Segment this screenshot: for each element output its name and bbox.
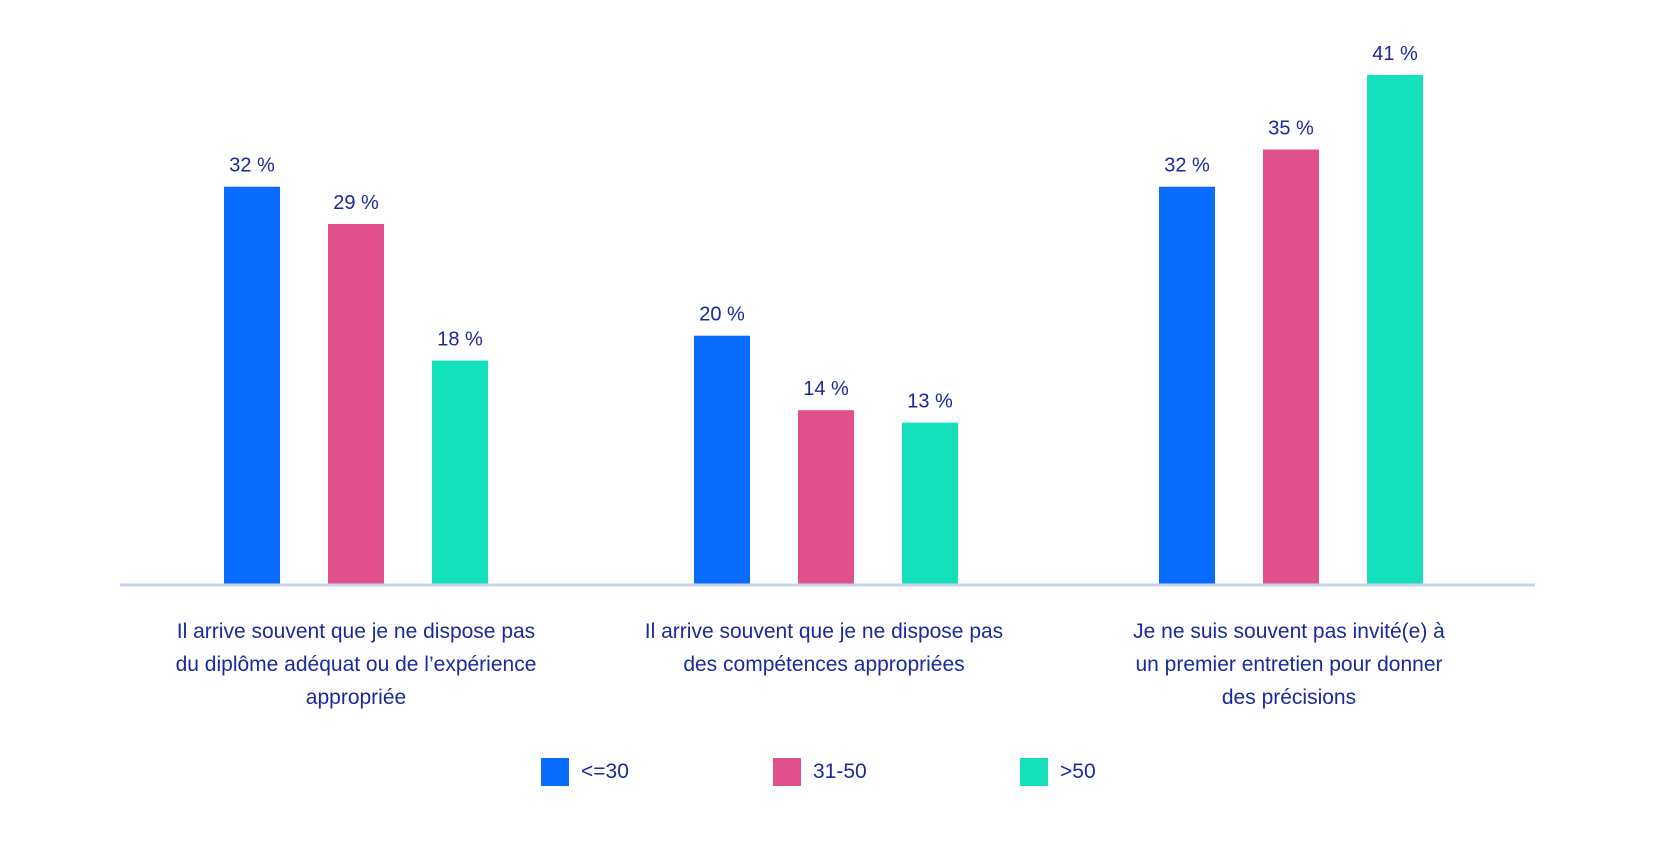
bar-31-50-category-3 (1263, 149, 1319, 585)
category-label-1-line-1: Il arrive souvent que je ne dispose pas (176, 620, 536, 643)
category-label-2-line-1: Il arrive souvent que je ne dispose pas (644, 620, 1004, 643)
bar-under-30-category-1 (224, 186, 280, 585)
bar-over-50-category-2 (902, 422, 958, 584)
bar-over-50-category-3 (1367, 75, 1423, 584)
category-label-3: Je ne suis souvent pas invité(e) à un pr… (1069, 615, 1509, 714)
legend-item-under-30: <=30 (541, 758, 629, 786)
category-label-2-line-2: des compétences appropriées (683, 653, 965, 676)
legend-label-under-30: <=30 (581, 760, 629, 783)
legend: <=30 31-50 >50 (0, 758, 1654, 788)
bar-31-50-category-1 (328, 223, 384, 584)
category-label-1: Il arrive souvent que je ne dispose pas … (136, 615, 576, 714)
bar-under-30-category-2 (694, 335, 750, 584)
value-label-under-30-category-2: 20 % (699, 304, 745, 326)
category-label-3-line-2: un premier entretien pour donner (1135, 653, 1443, 676)
value-label-under-30-category-1: 32 % (229, 155, 275, 177)
category-label-1-line-2: du diplôme adéquat ou de l’expérience (175, 653, 537, 676)
legend-swatch-over-50 (1020, 758, 1048, 786)
value-label-over-50-category-3: 41 % (1372, 43, 1418, 65)
bar-over-50-category-1 (432, 360, 488, 584)
value-label-over-50-category-2: 13 % (907, 391, 953, 413)
value-label-31-50-category-1: 29 % (333, 192, 379, 214)
value-label-over-50-category-1: 18 % (437, 329, 483, 351)
value-label-31-50-category-3: 35 % (1268, 117, 1314, 139)
category-label-3-line-3: des précisions (1221, 686, 1357, 709)
legend-swatch-under-30 (541, 758, 569, 786)
legend-label-31-50: 31-50 (813, 760, 867, 783)
value-label-31-50-category-2: 14 % (803, 378, 849, 400)
legend-label-over-50: >50 (1060, 760, 1096, 783)
legend-item-over-50: >50 (1020, 758, 1096, 786)
value-label-under-30-category-3: 32 % (1164, 155, 1210, 177)
bar-31-50-category-2 (798, 410, 854, 584)
legend-swatch-31-50 (773, 758, 801, 786)
category-label-3-line-1: Je ne suis souvent pas invité(e) à (1133, 620, 1445, 643)
legend-item-31-50: 31-50 (773, 758, 867, 786)
category-label-1-line-3: appropriée (305, 686, 407, 709)
bar-under-30-category-3 (1159, 186, 1215, 585)
category-label-2: Il arrive souvent que je ne dispose pas … (604, 615, 1044, 681)
